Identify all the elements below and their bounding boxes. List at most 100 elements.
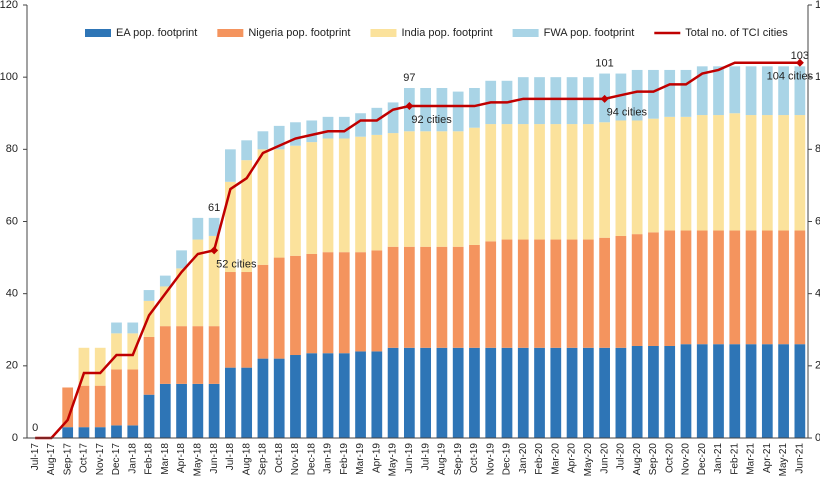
bar-segment bbox=[403, 131, 415, 247]
bar-segment bbox=[615, 235, 627, 348]
total-label: 97 bbox=[403, 72, 415, 84]
bar-segment bbox=[631, 120, 643, 235]
bar-segment bbox=[290, 122, 301, 146]
bar-segment bbox=[485, 347, 497, 438]
y2-tick-label: 1 bbox=[815, 0, 820, 11]
bar-segment bbox=[599, 237, 610, 348]
bar-segment bbox=[225, 272, 236, 368]
bar-segment bbox=[127, 369, 139, 426]
x-tick-label: Dec-19 bbox=[502, 443, 513, 476]
bar-segment bbox=[469, 347, 480, 438]
x-tick-label: Sep-17 bbox=[62, 443, 73, 476]
bar-segment bbox=[664, 230, 676, 346]
x-tick-label: Jan-18 bbox=[127, 443, 138, 474]
bar-segment bbox=[78, 347, 90, 386]
y-tick-label: 120 bbox=[0, 0, 18, 11]
bar-segment bbox=[241, 140, 253, 161]
bar-segment bbox=[338, 116, 350, 139]
y2-tick-label: 0 bbox=[815, 432, 820, 444]
bar-segment bbox=[127, 322, 139, 334]
total-label: 61 bbox=[208, 202, 220, 214]
legend-swatch bbox=[370, 29, 397, 37]
x-tick-label: Feb-21 bbox=[729, 443, 740, 475]
x-tick-label: Mar-21 bbox=[746, 443, 757, 475]
bar-segment bbox=[778, 115, 789, 231]
bar-segment bbox=[306, 120, 318, 143]
x-tick-label: Feb-19 bbox=[339, 443, 350, 475]
bar-segment bbox=[680, 230, 692, 345]
bar-segment bbox=[338, 138, 350, 253]
x-tick-label: Jul-17 bbox=[30, 443, 41, 471]
x-tick-label: Oct-19 bbox=[469, 443, 480, 473]
x-tick-label: May-19 bbox=[388, 443, 399, 477]
bar-segment bbox=[371, 250, 383, 352]
bar-segment bbox=[452, 246, 464, 348]
line bbox=[35, 61, 800, 440]
y-tick-label: 80 bbox=[6, 143, 18, 155]
bar-segment bbox=[745, 115, 757, 231]
legend-label: Total no. of TCI cities bbox=[685, 27, 788, 39]
bar-segment bbox=[615, 347, 627, 438]
bar-segment bbox=[761, 66, 773, 116]
bar-segment bbox=[436, 246, 448, 348]
bar-segment bbox=[176, 383, 187, 438]
bar-segment bbox=[273, 257, 285, 359]
bar-segment bbox=[338, 252, 350, 354]
x-tick-label: Sep-19 bbox=[453, 443, 464, 476]
bar-segment bbox=[761, 230, 773, 345]
bar-segment bbox=[403, 246, 415, 348]
bar-segment bbox=[290, 145, 301, 256]
legend-swatch bbox=[512, 29, 539, 37]
bar-segment bbox=[387, 133, 399, 247]
bar-segment bbox=[176, 268, 187, 327]
bar-segment bbox=[680, 69, 692, 117]
x-tick-label: Oct-20 bbox=[664, 443, 675, 473]
bar-segment bbox=[111, 322, 122, 334]
x-tick-label: Feb-18 bbox=[144, 443, 155, 475]
x-tick-label: Aug-19 bbox=[437, 443, 448, 476]
x-tick-label: Nov-17 bbox=[95, 443, 106, 476]
x-tick-label: Aug-17 bbox=[46, 443, 57, 476]
bar-segment bbox=[713, 230, 724, 345]
bar-segment bbox=[794, 115, 806, 231]
bar-segment bbox=[436, 347, 448, 438]
bar-segment bbox=[696, 115, 708, 231]
x-tick-label: Oct-18 bbox=[274, 443, 285, 473]
y2-tick-label: 1 bbox=[815, 71, 820, 83]
bar-segment bbox=[111, 369, 122, 426]
bar-segment bbox=[290, 355, 301, 438]
x-tick-label: Jun-18 bbox=[209, 443, 220, 474]
bar-segment bbox=[648, 232, 659, 346]
bar-segment bbox=[241, 160, 253, 273]
legend-label: India pop. footprint bbox=[401, 27, 492, 39]
bar-segment bbox=[615, 73, 627, 121]
y2-tick-label: 4 bbox=[815, 288, 820, 300]
bar-segment bbox=[566, 124, 578, 240]
bar-segment bbox=[778, 344, 789, 438]
bar-segment bbox=[566, 77, 578, 125]
y-tick-label: 0 bbox=[12, 432, 18, 444]
x-tick-label: Jul-19 bbox=[420, 443, 431, 471]
legend-swatch bbox=[217, 29, 244, 37]
bar-segment bbox=[420, 131, 432, 247]
bar-segment bbox=[566, 347, 578, 438]
bar-segment bbox=[62, 427, 74, 438]
bar-segment bbox=[111, 333, 122, 370]
legend-swatch bbox=[85, 29, 111, 37]
x-tick-label: Oct-17 bbox=[79, 443, 90, 473]
bar-segment bbox=[696, 66, 708, 116]
total-label: 0 bbox=[32, 422, 38, 434]
bar-segment bbox=[143, 300, 155, 337]
bar-segment bbox=[192, 383, 204, 438]
bar-segment bbox=[599, 347, 610, 438]
bar-segment bbox=[192, 217, 204, 240]
bar-segment bbox=[582, 77, 594, 125]
bar-segment bbox=[794, 66, 806, 116]
bar-segment bbox=[257, 358, 269, 438]
bar-segment bbox=[225, 149, 236, 182]
line-marker bbox=[210, 246, 219, 255]
x-tick-label: Jun-19 bbox=[404, 443, 415, 474]
bar-segment bbox=[420, 87, 432, 132]
legend-label: EA pop. footprint bbox=[116, 27, 197, 39]
bar-segment bbox=[469, 127, 480, 245]
